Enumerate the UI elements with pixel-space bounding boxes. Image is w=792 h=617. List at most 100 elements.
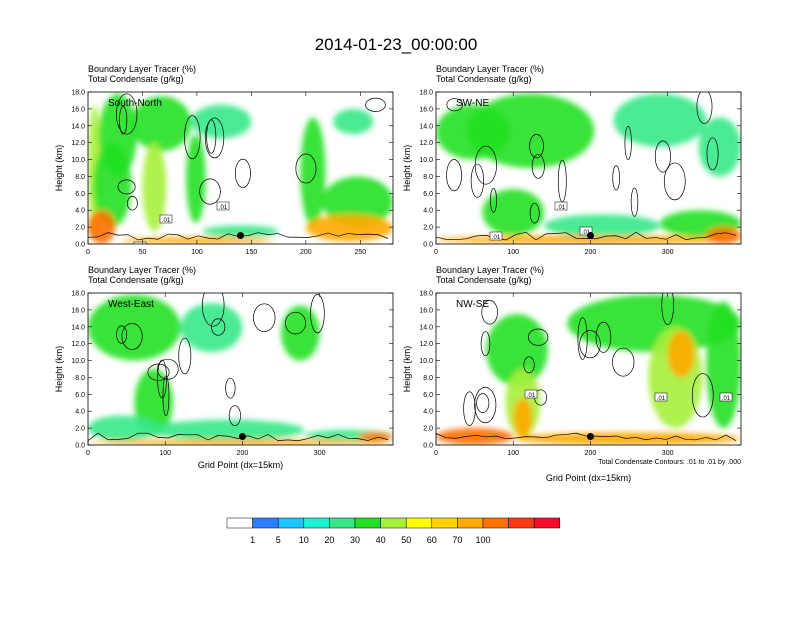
plot-area: .01 .01 .01 SW-NE xyxy=(436,92,741,244)
y-tick-label: 18.0 xyxy=(419,291,433,298)
tracer-region xyxy=(142,142,167,232)
colorbar-label: 20 xyxy=(324,535,334,545)
contour-line xyxy=(88,232,389,241)
contour-line xyxy=(612,347,635,377)
x-tick-label: 300 xyxy=(662,249,674,256)
y-tick-label: 16.0 xyxy=(419,106,433,113)
contour-line xyxy=(127,196,138,211)
contour-label-box xyxy=(654,392,668,402)
contour-line xyxy=(474,145,497,185)
plot-frame xyxy=(435,91,742,245)
contour-line xyxy=(557,159,567,203)
contour-label: .01 xyxy=(517,531,526,537)
y-tick-label: 14.0 xyxy=(419,324,433,331)
colorbar-swatch xyxy=(226,517,253,529)
location-marker xyxy=(237,232,244,240)
contour-line xyxy=(116,325,128,344)
tracer-region xyxy=(305,214,393,242)
y-tick-label: 12.0 xyxy=(71,140,85,147)
contour-line xyxy=(206,119,217,154)
contour-label-box xyxy=(216,201,230,211)
contour-lines xyxy=(88,93,389,241)
colorbar-swatch xyxy=(431,517,458,529)
contour-label-box xyxy=(515,528,527,536)
location-marker xyxy=(586,232,594,240)
y-tick-label: 12.0 xyxy=(71,341,85,348)
tracer-region xyxy=(186,134,206,223)
contour-line xyxy=(490,187,497,213)
contour-label: .01 xyxy=(582,230,591,236)
colorbar-label: 30 xyxy=(350,535,360,545)
y-axis-label: Height (km) xyxy=(54,346,64,393)
colorbar-label: 60 xyxy=(427,535,437,545)
tracer-fill-layer xyxy=(436,294,741,445)
y-axis-label: Height (km) xyxy=(54,145,64,192)
contour-line xyxy=(527,328,549,346)
x-tick-label: 100 xyxy=(507,450,519,457)
contour-label: .01 xyxy=(234,304,243,310)
contour-line xyxy=(147,363,170,381)
plot-frame xyxy=(435,292,742,446)
contour-line xyxy=(119,106,128,135)
contour-line xyxy=(661,293,674,325)
contour-line xyxy=(436,231,737,241)
panel-title-line1: Boundary Layer Tracer (%) xyxy=(88,64,196,74)
contour-line xyxy=(476,393,490,413)
x-tick-label: 50 xyxy=(139,249,147,256)
cross-section-label: NW-SE xyxy=(456,299,489,310)
x-tick-label: 100 xyxy=(507,249,519,256)
contour-label-box xyxy=(579,226,593,236)
location-marker xyxy=(238,433,246,441)
contour-label-box xyxy=(133,241,147,244)
y-tick-label: 2.0 xyxy=(423,426,433,433)
contour-line xyxy=(121,323,143,350)
y-tick-label: 8.0 xyxy=(423,174,433,181)
contour-line xyxy=(211,318,226,336)
colorbar-label: 50 xyxy=(401,535,411,545)
tracer-region xyxy=(191,104,252,139)
contour-line xyxy=(470,163,485,198)
y-tick-label: 8.0 xyxy=(75,375,85,382)
y-tick-label: 10.0 xyxy=(419,358,433,365)
y-tick-label: 4.0 xyxy=(75,208,85,215)
plot-area: .01 .01 .01 .01 NW-SE xyxy=(436,293,741,537)
y-tick-label: 16.0 xyxy=(419,307,433,314)
contour-label: .01 xyxy=(492,235,501,241)
panel-title-line2: Total Condensate (g/kg) xyxy=(88,74,184,84)
contour-line xyxy=(529,202,540,224)
tracer-region xyxy=(513,398,533,437)
tracer-region xyxy=(513,432,741,445)
y-tick-label: 14.0 xyxy=(71,123,85,130)
colorbar-swatch xyxy=(380,517,407,529)
contour-line xyxy=(624,125,632,160)
y-axis-label: Height (km) xyxy=(402,346,412,393)
contour-line xyxy=(285,311,307,335)
contour-line xyxy=(474,386,497,424)
contour-label-box xyxy=(489,231,503,241)
location-marker xyxy=(586,433,594,441)
colorbar-swatch xyxy=(533,517,561,529)
colorbar-swatch xyxy=(457,517,484,529)
contour-label-box xyxy=(524,389,538,399)
tracer-region xyxy=(88,415,158,441)
colorbar: 1 5 10 20 30 40 50 60 70 100 xyxy=(226,517,561,545)
x-tick-label: 100 xyxy=(159,450,171,457)
contour-label: .01 xyxy=(722,396,731,402)
x-tick-label: 0 xyxy=(86,450,90,457)
contour-line xyxy=(184,115,201,160)
x-tick-label: 200 xyxy=(300,249,312,256)
colorbar-swatch xyxy=(329,517,356,529)
y-tick-label: 12.0 xyxy=(419,140,433,147)
colorbar-swatch xyxy=(354,517,381,529)
y-tick-label: 18.0 xyxy=(419,90,433,97)
y-tick-label: 10.0 xyxy=(419,157,433,164)
contour-line xyxy=(162,375,170,417)
contour-line xyxy=(663,162,686,201)
panel-sw-ne: Boundary Layer Tracer (%) Total Condensa… xyxy=(436,64,741,244)
panel-south-north: Boundary Layer Tracer (%) Total Condensa… xyxy=(88,64,393,310)
x-axis-label: Grid Point (dx=15km) xyxy=(546,473,631,483)
panel-title-line1: Boundary Layer Tracer (%) xyxy=(88,265,196,275)
y-tick-label: 14.0 xyxy=(71,324,85,331)
tracer-region xyxy=(436,428,514,445)
x-tick-label: 300 xyxy=(314,450,326,457)
